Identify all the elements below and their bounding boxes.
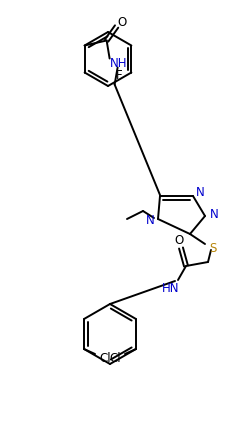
Text: N: N [210,209,218,221]
Text: Cl: Cl [99,351,111,365]
Text: O: O [174,234,184,248]
Text: NH: NH [110,57,127,70]
Text: Cl: Cl [109,351,121,365]
Text: HN: HN [162,282,180,295]
Text: N: N [196,187,204,200]
Text: O: O [117,16,126,29]
Text: S: S [209,242,217,254]
Text: F: F [116,69,123,82]
Text: N: N [146,215,154,228]
